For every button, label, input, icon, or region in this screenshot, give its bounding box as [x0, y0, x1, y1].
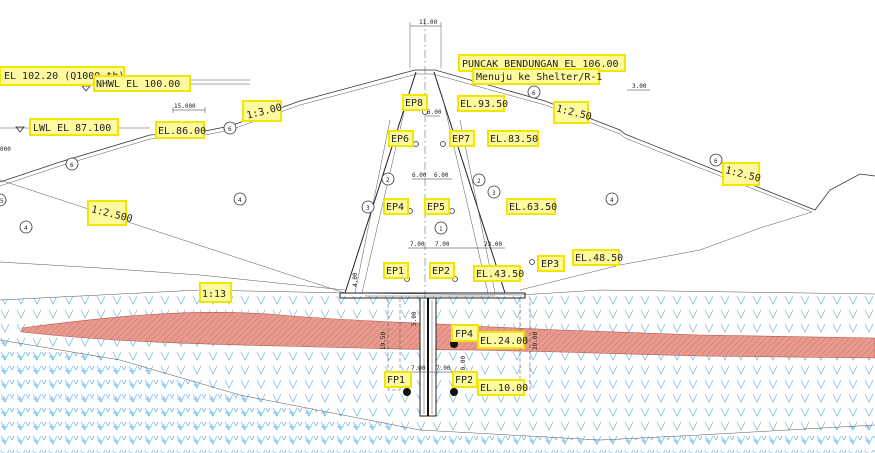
zone-markers: 1 2 2 3 3 4 4 4 5 6 6 6 6	[0, 85, 723, 235]
point-ep7: EP7	[452, 134, 470, 145]
svg-text:7.00: 7.00	[410, 241, 425, 248]
svg-text:10.00: 10.00	[460, 356, 467, 374]
svg-text:4: 4	[238, 197, 242, 204]
label-el-6350: EL.63.50	[509, 202, 557, 213]
crest-width-dim: 11.00	[419, 19, 437, 26]
point-ep8: EP8	[405, 98, 423, 109]
label-el-4850: EL.48.50	[575, 253, 623, 264]
label-el-9350: EL.93.50	[460, 99, 508, 110]
svg-text:6: 6	[714, 158, 718, 165]
svg-text:19.50: 19.50	[380, 332, 387, 350]
svg-text:5.00: 5.00	[411, 311, 418, 326]
label-edge: 000	[0, 146, 11, 153]
point-ep5: EP5	[427, 202, 445, 213]
svg-text:6: 6	[228, 126, 232, 133]
svg-text:4.00: 4.00	[352, 272, 359, 287]
svg-text:7.00: 7.00	[435, 241, 450, 248]
svg-text:15.000: 15.000	[174, 103, 196, 110]
svg-text:2: 2	[477, 178, 481, 185]
point-fp1: FP1	[387, 375, 405, 386]
clay-layer	[21, 311, 875, 359]
svg-text:5: 5	[0, 198, 4, 205]
point-labels: EP8 EP6 EP7 EP4 EP5 EP1 EP2 EP3 FP4 FP1 …	[383, 94, 565, 388]
svg-text:3: 3	[492, 190, 496, 197]
svg-text:23.00: 23.00	[484, 241, 502, 248]
point-ep4: EP4	[386, 202, 404, 213]
svg-text:3: 3	[366, 205, 370, 212]
label-lwl: LWL EL 87.100	[33, 123, 111, 134]
label-slope-113: 1:13	[202, 289, 226, 300]
point-ep6: EP6	[391, 134, 409, 145]
label-nhwl: NHWL EL 100.00	[96, 79, 180, 90]
label-el-2400: EL.24.00	[480, 336, 528, 347]
label-shelter: Menuju ke Shelter/R-1	[476, 72, 602, 83]
svg-text:3.00: 3.00	[632, 83, 647, 90]
label-el-flood: EL 102.20 (Q1000 th)	[4, 71, 124, 82]
svg-text:6.00: 6.00	[427, 109, 442, 116]
label-el-86: EL.86.00	[158, 126, 206, 137]
svg-text:2: 2	[386, 177, 390, 184]
elevation-labels: EL 102.20 (Q1000 th) NHWL EL 100.00 LWL …	[0, 54, 762, 396]
svg-text:20.00: 20.00	[532, 332, 539, 350]
point-fp2: FP2	[455, 375, 473, 386]
lwl-marker	[15, 126, 25, 133]
point-fp4: FP4	[455, 329, 473, 340]
svg-text:6: 6	[532, 90, 536, 97]
svg-text:6.00: 6.00	[434, 172, 449, 179]
svg-text:4: 4	[610, 197, 614, 204]
svg-text:7.00: 7.00	[436, 365, 451, 372]
svg-text:6.00: 6.00	[412, 172, 427, 179]
svg-text:7.00: 7.00	[411, 365, 426, 372]
point-ep2: EP2	[432, 266, 450, 277]
point-ep1: EP1	[386, 266, 404, 277]
core-dimensions: 6.00 6.00 6.00 7.00 7.00 23.00 7.00 7.00…	[172, 83, 650, 374]
svg-text:4: 4	[24, 225, 28, 232]
label-el-1000: EL.10.00	[480, 383, 528, 394]
svg-text:1: 1	[439, 226, 443, 233]
point-ep3: EP3	[541, 259, 559, 270]
nhwl-marker	[81, 85, 91, 92]
label-crest: PUNCAK BENDUNGAN EL 106.00	[462, 59, 619, 70]
svg-text:6: 6	[70, 162, 74, 169]
label-el-8350: EL.83.50	[490, 134, 538, 145]
label-el-4350: EL.43.50	[476, 269, 524, 280]
dam-profile: 11.00	[0, 18, 875, 300]
